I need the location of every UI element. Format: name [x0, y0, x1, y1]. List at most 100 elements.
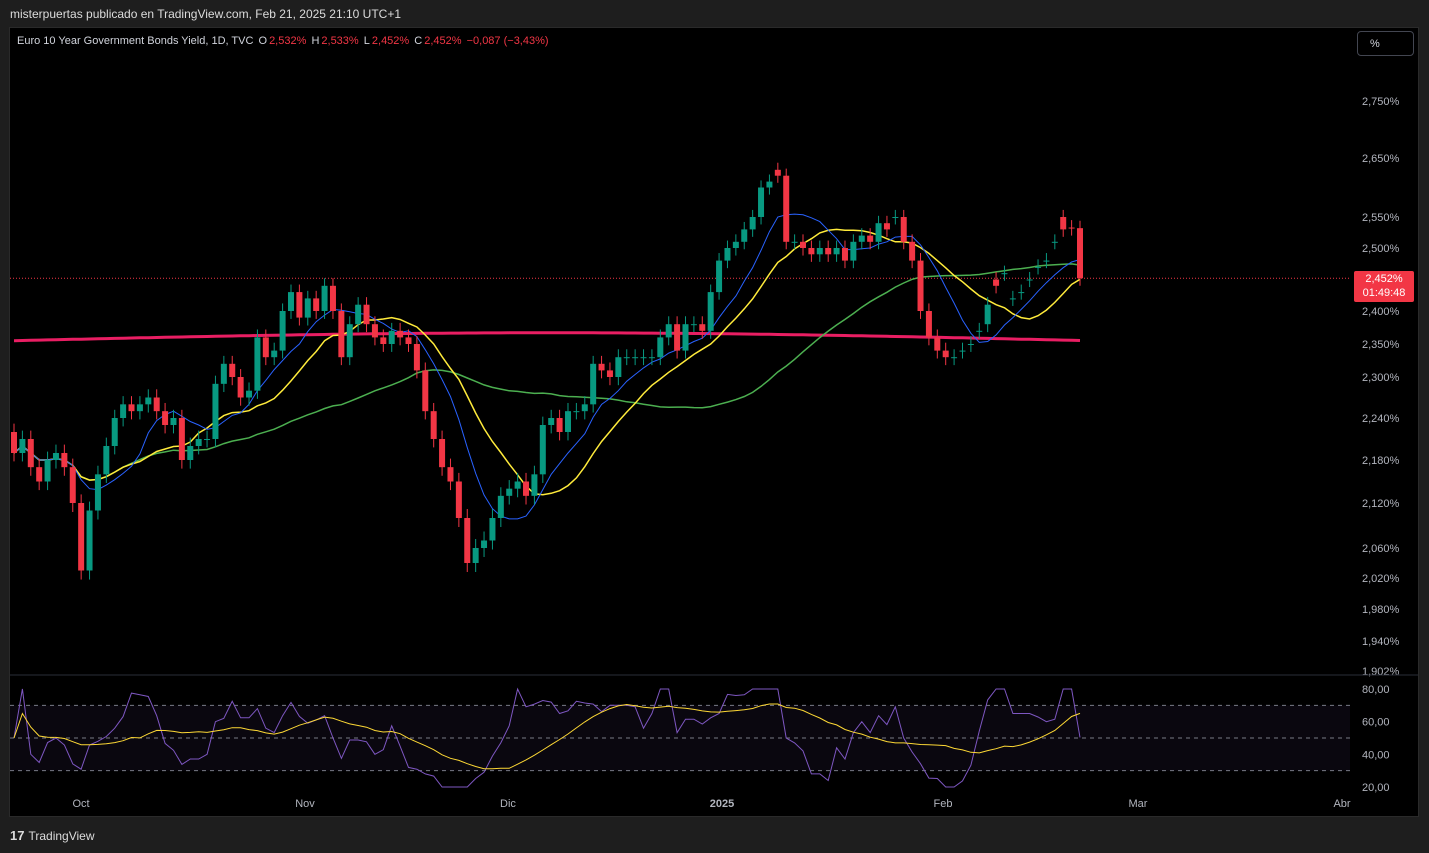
- candle-body: [187, 446, 194, 460]
- open-value: 2,532%: [269, 35, 307, 47]
- candle-body: [808, 248, 815, 255]
- bar-countdown: 01:49:48: [1362, 287, 1406, 299]
- y-tick-label: 2,500%: [1362, 243, 1400, 255]
- last-price-tag: 2,452% 01:49:48: [1354, 271, 1414, 302]
- candle-body: [94, 474, 101, 511]
- candle-body: [690, 324, 697, 326]
- candle-body: [279, 311, 286, 351]
- rsi-line: [13, 687, 1081, 788]
- candle-body: [170, 418, 177, 425]
- candle-body: [1035, 266, 1042, 268]
- rsi-tick-label: 60,00: [1362, 717, 1390, 729]
- candle-body: [749, 217, 756, 230]
- candle-body: [111, 418, 118, 446]
- candle-body: [942, 350, 949, 358]
- candle-body: [984, 304, 991, 325]
- candle-body: [363, 304, 370, 325]
- candle-body: [52, 453, 59, 460]
- candle-body: [917, 260, 924, 311]
- candle-body: [44, 460, 51, 482]
- candle-body: [665, 324, 672, 338]
- candle-body: [61, 453, 68, 468]
- candle-body: [120, 404, 127, 418]
- candle-body: [506, 488, 513, 496]
- low-label: L: [363, 35, 370, 47]
- candle-body: [1001, 273, 1008, 275]
- candle-body: [858, 235, 865, 242]
- candle-body: [800, 241, 807, 248]
- candle-body: [951, 357, 958, 359]
- footer-brand[interactable]: 17 TradingView: [10, 828, 95, 843]
- candle-body: [640, 357, 647, 359]
- candle-body: [103, 446, 110, 475]
- candle-body: [1068, 227, 1075, 229]
- candle-body: [657, 337, 664, 358]
- candle-body: [78, 503, 85, 571]
- candle-body: [581, 404, 588, 412]
- candle-body: [758, 187, 765, 217]
- candle-body: [1077, 228, 1083, 279]
- candle-body: [925, 311, 932, 338]
- candle-body: [36, 467, 43, 482]
- candle-body: [909, 241, 916, 261]
- high-value: 2,533%: [321, 35, 359, 47]
- candle-body: [590, 363, 597, 405]
- candle-body: [11, 432, 17, 453]
- candle-body: [27, 439, 34, 468]
- candle-body: [472, 548, 479, 563]
- candle-body: [464, 518, 471, 563]
- candle-body: [262, 337, 269, 358]
- candle-body: [934, 337, 941, 351]
- candle-body: [1043, 260, 1050, 262]
- chart-frame[interactable]: [9, 27, 1419, 817]
- y-tick-label: 2,120%: [1362, 498, 1400, 510]
- candle-body: [296, 292, 303, 318]
- publish-header: misterpuertas publicado en TradingView.c…: [10, 7, 402, 21]
- candle-body: [732, 241, 739, 248]
- candle-body: [447, 467, 454, 482]
- ma-200-line: [13, 331, 1081, 343]
- y-tick-label: 1,940%: [1362, 636, 1400, 648]
- y-tick-label: 2,060%: [1362, 543, 1400, 555]
- low-value: 2,452%: [371, 35, 410, 47]
- candle-body: [397, 330, 404, 338]
- symbol-title: Euro 10 Year Government Bonds Yield, 1D,…: [17, 35, 254, 47]
- candle-body: [371, 324, 378, 338]
- y-tick-label: 2,650%: [1362, 153, 1400, 165]
- candle-body: [867, 235, 874, 242]
- candle-body: [128, 404, 135, 412]
- y-tick-label: 2,400%: [1362, 306, 1400, 318]
- candle-body: [825, 248, 832, 255]
- candle-body: [380, 337, 387, 344]
- candle-body: [497, 495, 504, 518]
- candle-body: [346, 324, 353, 358]
- candle-body: [716, 260, 723, 293]
- candle-body: [1026, 279, 1033, 281]
- candle-body: [195, 439, 202, 446]
- candle-body: [573, 411, 580, 413]
- candle-body: [531, 474, 538, 496]
- candle-body: [145, 397, 152, 405]
- candle-body: [514, 481, 521, 489]
- y-tick-label: 2,350%: [1362, 339, 1400, 351]
- candle-body: [481, 540, 488, 548]
- candle-body: [229, 363, 236, 377]
- y-tick-label: 1,902%: [1362, 666, 1400, 678]
- unit-toggle-button[interactable]: %: [1357, 31, 1414, 56]
- candle-body: [237, 377, 244, 398]
- candle-body: [816, 248, 823, 255]
- close-label: C: [414, 35, 423, 47]
- candle-body: [539, 425, 546, 475]
- candle-body: [162, 411, 169, 425]
- x-tick-label: 2025: [710, 798, 734, 810]
- candle-body: [430, 411, 437, 439]
- candle-body: [413, 344, 420, 371]
- y-tick-label: 2,550%: [1362, 212, 1400, 224]
- candle-body: [976, 330, 983, 332]
- last-price-value: 2,452%: [1365, 273, 1403, 285]
- candle-body: [615, 357, 622, 377]
- candle-body: [682, 324, 689, 351]
- candle-body: [791, 241, 798, 243]
- candle-body: [993, 279, 1000, 286]
